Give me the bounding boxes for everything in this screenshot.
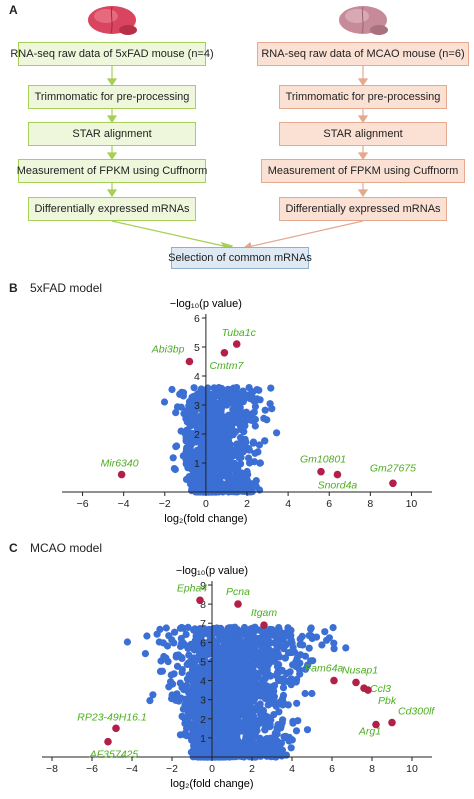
x-tick-label: 2 (244, 498, 250, 510)
x-tick-label: 10 (406, 498, 418, 510)
y-axis-label: −log₁₀(p value) (176, 565, 248, 577)
highlight-point (388, 718, 396, 727)
gene-label: Pcna (226, 586, 250, 598)
highlight-point (317, 467, 325, 476)
gene-label: Gm27675 (370, 462, 416, 474)
x-axis-label: log₂(fold change) (164, 513, 247, 525)
y-tick-label: 2 (200, 714, 206, 726)
x-tick-label: −6 (86, 763, 98, 775)
panel-c-letter: C (9, 541, 18, 555)
highlight-point (389, 479, 397, 488)
highlight-point (117, 470, 126, 479)
left-flow-step-2: Trimmomatic for pre-processing (28, 85, 196, 109)
gene-label: Snord4a (318, 480, 358, 492)
brain-5xfad-icon (88, 6, 137, 35)
x-tick-label: 4 (285, 498, 291, 510)
x-tick-label: 8 (367, 498, 373, 510)
highlight-point (112, 724, 120, 733)
gene-label: RP23-49H16.1 (77, 711, 146, 723)
y-tick-label: 9 (200, 580, 206, 592)
y-tick-label: 8 (200, 599, 206, 611)
highlight-point (364, 686, 372, 694)
x-tick-label: 6 (326, 498, 332, 510)
left-flow-step-4: Measurement of FPKM using Cuffnorm (17, 159, 207, 183)
y-tick-label: 1 (194, 458, 200, 470)
gene-label: Cd300lf (398, 706, 435, 718)
highlight-point (352, 678, 360, 687)
gene-label: AF357425 (89, 749, 139, 761)
x-tick-label: −2 (166, 763, 178, 775)
x-tick-label: 8 (369, 763, 375, 775)
y-tick-label: 6 (200, 637, 206, 649)
merge-box: Selection of common mRNAs (168, 247, 312, 269)
gene-label: Itgam (251, 607, 278, 619)
gene-label: Cmtm7 (209, 360, 244, 372)
gene-label: Abi3bp (151, 344, 185, 356)
point-cloud (160, 384, 281, 496)
panel-b-title: 5xFAD model (30, 281, 103, 295)
panel-a-letter: A (9, 3, 18, 17)
x-tick-label: 0 (209, 763, 215, 775)
y-tick-label: 7 (200, 618, 206, 630)
gene-label: Epha4 (177, 582, 208, 594)
x-tick-label: −2 (159, 498, 171, 510)
panel-c-title: MCAO model (30, 541, 103, 555)
highlight-point (185, 357, 194, 366)
gene-label: Arg1 (358, 726, 381, 738)
gene-label: Mir6340 (101, 458, 139, 470)
gene-label: Pbk (378, 695, 397, 707)
right-flow-step-3: STAR alignment (279, 122, 447, 146)
y-tick-label: 4 (200, 676, 206, 688)
gene-label: Fam64a (305, 663, 344, 675)
gene-label: Tuba1c (222, 327, 257, 339)
gene-label: Gm10801 (300, 454, 346, 466)
highlight-point (232, 340, 241, 348)
x-tick-label: 10 (406, 763, 418, 775)
y-tick-label: 4 (194, 371, 200, 383)
right-flow-step-5: Differentially expressed mRNAs (279, 197, 447, 221)
highlight-point (372, 720, 380, 729)
y-tick-label: 1 (200, 733, 206, 745)
right-flow-step-1: RNA-seq raw data of MCAO mouse (n=6) (257, 42, 469, 66)
x-tick-label: 4 (289, 763, 295, 775)
y-tick-label: 6 (194, 313, 200, 325)
x-tick-label: 0 (203, 498, 209, 510)
y-tick-label: 3 (200, 695, 206, 707)
highlight-point (330, 676, 338, 685)
gene-label: Nusap1 (342, 664, 378, 676)
y-tick-label: 5 (200, 656, 206, 668)
x-tick-label: −8 (46, 763, 58, 775)
x-axis-label: log₂(fold change) (170, 778, 253, 790)
y-tick-label: 5 (194, 342, 200, 354)
y-axis-label: −log₁₀(p value) (170, 298, 242, 310)
panel-b-letter: B (9, 281, 18, 295)
x-tick-label: 6 (329, 763, 335, 775)
x-tick-label: −6 (77, 498, 89, 510)
highlight-point (333, 470, 342, 479)
y-tick-label: 2 (194, 429, 200, 441)
x-tick-label: −4 (118, 498, 130, 510)
left-flow-step-3: STAR alignment (28, 122, 196, 146)
highlight-point (234, 600, 242, 608)
left-flow-step-5: Differentially expressed mRNAs (28, 197, 196, 221)
highlight-point (196, 596, 204, 605)
highlight-point (220, 349, 229, 357)
point-cloud (123, 623, 350, 761)
left-flow-step-1: RNA-seq raw data of 5xFAD mouse (n=4) (10, 42, 214, 66)
highlight-point (260, 621, 268, 629)
highlight-point (104, 737, 112, 746)
brain-mcao-icon (339, 6, 388, 35)
gene-label: Ccl3 (370, 683, 391, 695)
right-flow-step-2: Trimmomatic for pre-processing (279, 85, 447, 109)
x-tick-label: −4 (126, 763, 138, 775)
right-flow-step-4: Measurement of FPKM using Cuffnorm (261, 159, 465, 183)
x-tick-label: 2 (249, 763, 255, 775)
y-tick-label: 3 (194, 400, 200, 412)
